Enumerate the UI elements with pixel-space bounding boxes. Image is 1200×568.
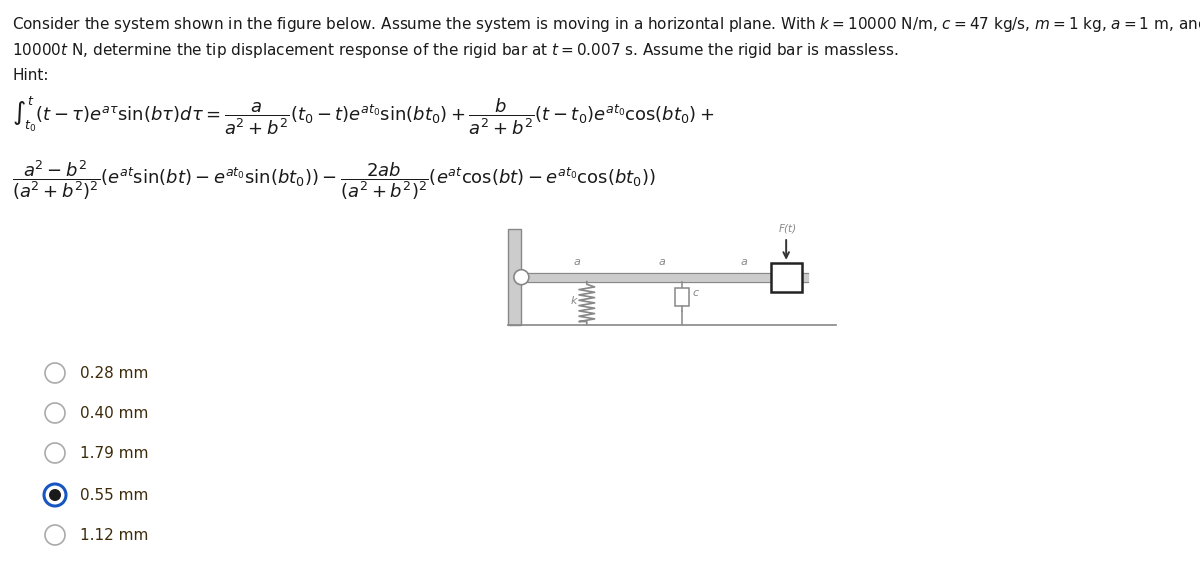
Circle shape — [514, 270, 529, 285]
Text: F(t): F(t) — [779, 223, 797, 233]
Text: m: m — [781, 272, 792, 282]
Bar — [509, 229, 521, 325]
Bar — [770, 262, 802, 292]
Circle shape — [44, 484, 66, 506]
Text: Consider the system shown in the figure below. Assume the system is moving in a : Consider the system shown in the figure … — [12, 15, 1200, 34]
Text: 0.40 mm: 0.40 mm — [80, 406, 149, 420]
Text: 0.55 mm: 0.55 mm — [80, 487, 149, 503]
Text: a: a — [574, 257, 580, 267]
Text: a: a — [659, 257, 665, 267]
Text: $10000t$ N, determine the tip displacement response of the rigid bar at $t = 0.0: $10000t$ N, determine the tip displaceme… — [12, 41, 899, 60]
Text: 1.12 mm: 1.12 mm — [80, 528, 149, 542]
Text: 0.28 mm: 0.28 mm — [80, 365, 149, 381]
Text: c: c — [692, 287, 698, 298]
Circle shape — [46, 525, 65, 545]
Circle shape — [49, 489, 61, 501]
Text: k: k — [570, 296, 577, 306]
Circle shape — [46, 443, 65, 463]
Bar — [676, 287, 689, 306]
Text: $\dfrac{a^2-b^2}{(a^2+b^2)^2}(e^{at} \sin(bt) - e^{at_0} \sin(bt_0)) - \dfrac{2a: $\dfrac{a^2-b^2}{(a^2+b^2)^2}(e^{at} \si… — [12, 158, 655, 202]
Text: $\int_{t_0}^{t}(t - \tau)e^{a\tau} \sin(b\tau)d\tau = \dfrac{a}{a^2+b^2}(t_0 - t: $\int_{t_0}^{t}(t - \tau)e^{a\tau} \sin(… — [12, 95, 714, 137]
Circle shape — [46, 363, 65, 383]
Circle shape — [46, 403, 65, 423]
Text: a: a — [740, 257, 748, 267]
Text: Hint:: Hint: — [12, 68, 48, 83]
Text: 1.79 mm: 1.79 mm — [80, 445, 149, 461]
